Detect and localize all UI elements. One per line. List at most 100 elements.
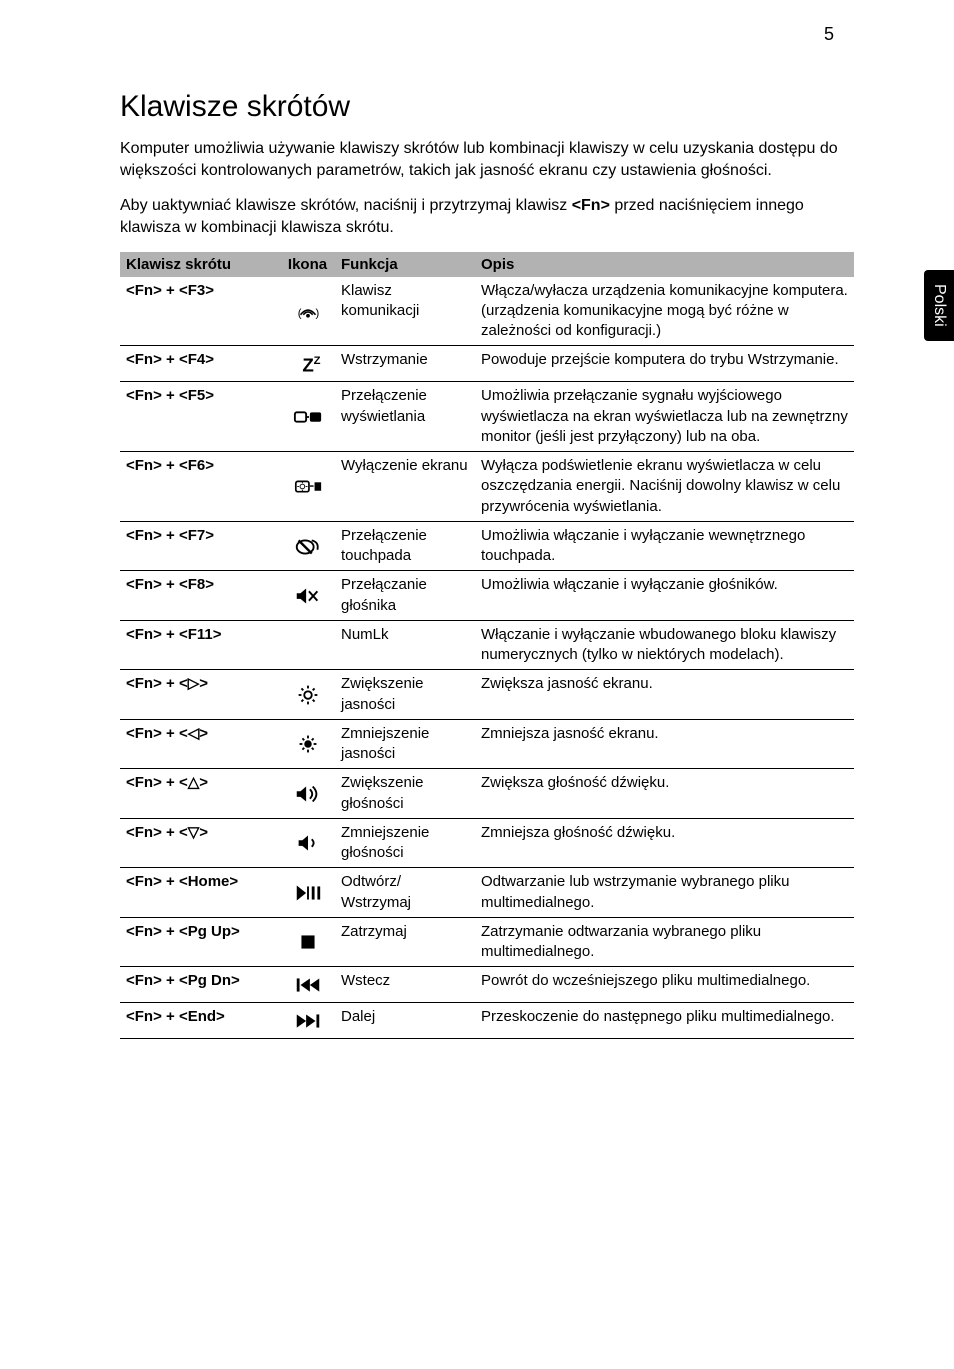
hotkey-cell: <Fn> + <F6> xyxy=(120,452,280,522)
description-cell: Umożliwia włączanie i wyłączanie głośnik… xyxy=(475,571,854,621)
table-header-key: Klawisz skrótu xyxy=(120,252,280,277)
table-row: <Fn> + <Pg Dn> WsteczPowrót do wcześniejs… xyxy=(120,967,854,1003)
icon-cell xyxy=(280,620,335,670)
function-cell: Wyłączenie ekranu xyxy=(335,452,475,522)
icon-cell xyxy=(280,452,335,522)
hotkey-cell: <Fn> + <Pg Up> xyxy=(120,917,280,967)
description-cell: Powrót do wcześniejszego pliku multimedi… xyxy=(475,967,854,1003)
description-cell: Zmniejsza głośność dźwięku. xyxy=(475,818,854,868)
icon-cell xyxy=(280,917,335,967)
description-cell: Zwiększa jasność ekranu. xyxy=(475,670,854,720)
table-row: <Fn> + <△> Zwiększenie głośnościZwiększa … xyxy=(120,769,854,819)
function-cell: Odtwórz/Wstrzymaj xyxy=(335,868,475,918)
hotkey-cell: <Fn> + <Pg Dn> xyxy=(120,967,280,1003)
icon-cell xyxy=(280,967,335,1003)
icon-cell xyxy=(280,382,335,452)
function-cell: Przełączenie wyświetlania xyxy=(335,382,475,452)
speaker-mute-icon xyxy=(293,584,323,608)
wireless-icon: () xyxy=(293,299,323,323)
function-cell: Wstecz xyxy=(335,967,475,1003)
page-title: Klawisze skrótów xyxy=(120,90,854,124)
sleep-icon: ZZ xyxy=(293,352,323,376)
hotkey-cell: <Fn> + <Home> xyxy=(120,868,280,918)
description-cell: Zatrzymanie odtwarzania wybranego pliku … xyxy=(475,917,854,967)
hotkey-cell: <Fn> + <F4> xyxy=(120,346,280,382)
hotkey-cell: <Fn> + <▽> xyxy=(120,818,280,868)
next-icon xyxy=(293,1009,323,1033)
brightness-up-icon xyxy=(293,683,323,707)
description-cell: Umożliwia przełączanie sygnału wyjściowe… xyxy=(475,382,854,452)
hotkey-cell: <Fn> + <◁> xyxy=(120,719,280,769)
description-cell: Odtwarzanie lub wstrzymanie wybranego pl… xyxy=(475,868,854,918)
volume-down-icon xyxy=(293,831,323,855)
description-cell: Zmniejsza jasność ekranu. xyxy=(475,719,854,769)
icon-cell xyxy=(280,670,335,720)
icon-cell xyxy=(280,818,335,868)
intro-paragraph-1: Komputer umożliwia używanie klawiszy skr… xyxy=(120,138,854,183)
icon-cell xyxy=(280,521,335,571)
description-cell: Umożliwia włączanie i wyłączanie wewnętr… xyxy=(475,521,854,571)
description-cell: Włączanie i wyłączanie wbudowanego bloku… xyxy=(475,620,854,670)
hotkey-cell: <Fn> + <▷> xyxy=(120,670,280,720)
table-header-desc: Opis xyxy=(475,252,854,277)
icon-cell: () xyxy=(280,277,335,346)
function-cell: Zatrzymaj xyxy=(335,917,475,967)
icon-cell: ZZ xyxy=(280,346,335,382)
hotkey-cell: <Fn> + <F8> xyxy=(120,571,280,621)
icon-cell xyxy=(280,769,335,819)
play-pause-icon xyxy=(293,881,323,905)
hotkey-cell: <Fn> + <△> xyxy=(120,769,280,819)
display-switch-icon xyxy=(293,405,323,429)
table-header-function: Funkcja xyxy=(335,252,475,277)
description-cell: Powoduje przejście komputera do trybu Ws… xyxy=(475,346,854,382)
svg-text:): ) xyxy=(315,308,319,320)
touchpad-icon xyxy=(293,534,323,558)
icon-cell xyxy=(280,868,335,918)
hotkey-cell: <Fn> + <End> xyxy=(120,1003,280,1039)
table-row: <Fn> + <F3> () Klawisz komunikacjiWłącza/w… xyxy=(120,277,854,346)
hotkey-cell: <Fn> + <F3> xyxy=(120,277,280,346)
table-row: <Fn> + <F6> Wyłączenie ekranuWyłącza podś… xyxy=(120,452,854,522)
hotkey-cell: <Fn> + <F5> xyxy=(120,382,280,452)
screen-off-icon xyxy=(293,475,323,499)
function-cell: Zmniejszenie jasności xyxy=(335,719,475,769)
table-row: <Fn> + <F5> Przełączenie wyświetlaniaUmoż… xyxy=(120,382,854,452)
function-cell: Klawisz komunikacji xyxy=(335,277,475,346)
intro-paragraph-2: Aby uaktywniać klawisze skrótów, naciśni… xyxy=(120,195,854,240)
prev-icon xyxy=(293,973,323,997)
function-cell: Przełączanie głośnika xyxy=(335,571,475,621)
function-cell: NumLk xyxy=(335,620,475,670)
description-cell: Wyłącza podświetlenie ekranu wyświetlacz… xyxy=(475,452,854,522)
description-cell: Włącza/wyłacza urządzenia komunikacyjne … xyxy=(475,277,854,346)
svg-text:Z: Z xyxy=(313,355,320,367)
table-row: <Fn> + <F11> NumLkWłączanie i wyłączanie … xyxy=(120,620,854,670)
svg-text:(: ( xyxy=(297,308,301,320)
table-row: <Fn> + <▽> Zmniejszenie głośnościZmniejsz… xyxy=(120,818,854,868)
description-cell: Zwiększa głośność dźwięku. xyxy=(475,769,854,819)
hotkey-cell: <Fn> + <F11> xyxy=(120,620,280,670)
svg-text:Z: Z xyxy=(302,355,313,376)
icon-cell xyxy=(280,571,335,621)
icon-cell xyxy=(280,1003,335,1039)
hotkeys-table: Klawisz skrótu Ikona Funkcja Opis <Fn> +… xyxy=(120,252,854,1040)
page-number: 5 xyxy=(824,24,834,45)
table-row: <Fn> + <F7> Przełączenie touchpadaUmożliw… xyxy=(120,521,854,571)
table-row: <Fn> + <F8> Przełączanie głośnikaUmożliwi… xyxy=(120,571,854,621)
stop-icon xyxy=(293,930,323,954)
table-row: <Fn> + <Home> Odtwórz/WstrzymajOdtwarzani… xyxy=(120,868,854,918)
brightness-down-icon xyxy=(293,732,323,756)
table-row: <Fn> + <◁> Zmniejszenie jasnościZmniejsza… xyxy=(120,719,854,769)
table-row: <Fn> + <End>DalejPrzeskoczenie do następ… xyxy=(120,1003,854,1039)
hotkey-cell: <Fn> + <F7> xyxy=(120,521,280,571)
table-header-icon: Ikona xyxy=(280,252,335,277)
function-cell: Zwiększenie głośności xyxy=(335,769,475,819)
table-row: <Fn> + <Pg Up> ZatrzymajZatrzymanie odtwa… xyxy=(120,917,854,967)
icon-cell xyxy=(280,719,335,769)
table-row: <Fn> + <▷>Zwiększenie jasnościZwiększa j… xyxy=(120,670,854,720)
volume-up-icon xyxy=(293,782,323,806)
function-cell: Przełączenie touchpada xyxy=(335,521,475,571)
function-cell: Wstrzymanie xyxy=(335,346,475,382)
language-tab: Polski xyxy=(924,270,954,341)
description-cell: Przeskoczenie do następnego pliku multim… xyxy=(475,1003,854,1039)
function-cell: Zmniejszenie głośności xyxy=(335,818,475,868)
